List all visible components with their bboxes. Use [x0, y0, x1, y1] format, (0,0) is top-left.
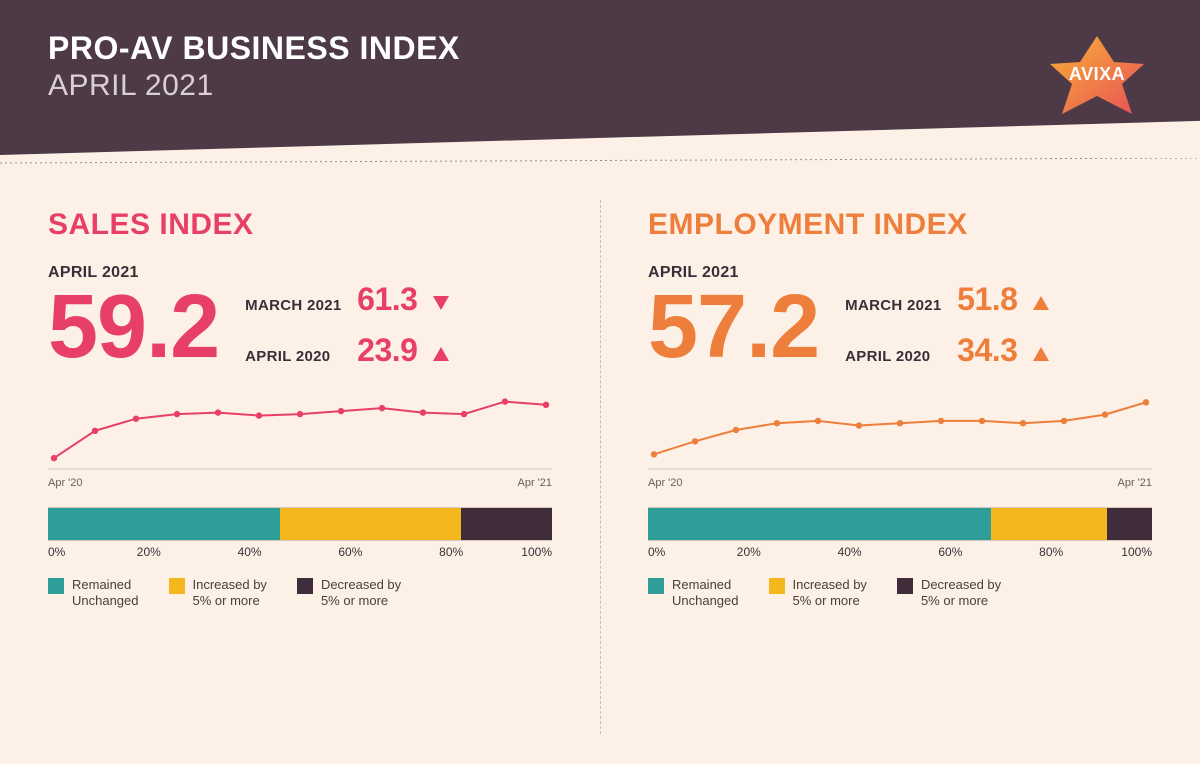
tick: 80%: [1039, 545, 1063, 559]
sales-stack-ticks: 0% 20% 40% 60% 80% 100%: [48, 545, 552, 563]
trend-up-icon: [1033, 347, 1049, 366]
legend-label: Increased by5% or more: [793, 577, 867, 610]
employment-compare-0: MARCH 2021 51.8: [845, 281, 1049, 318]
tick: 40%: [238, 545, 262, 559]
compare-label: MARCH 2021: [845, 297, 945, 314]
employment-spark-axis: Apr '20 Apr '21: [648, 477, 1152, 489]
legend-item-2: Decreased by5% or more: [297, 577, 401, 610]
content-area: SALES INDEX APRIL 2021 59.2 MARCH 2021 6…: [0, 200, 1200, 764]
employment-legend: RemainedUnchanged Increased by5% or more…: [648, 577, 1152, 610]
employment-title: EMPLOYMENT INDEX: [648, 208, 1152, 242]
axis-end: Apr '21: [517, 477, 552, 489]
page-subtitle: APRIL 2021: [48, 69, 460, 103]
employment-segment-2: [1107, 508, 1152, 540]
sparkline: [648, 390, 1152, 470]
legend-label: Decreased by5% or more: [921, 577, 1001, 610]
legend-swatch: [769, 578, 785, 594]
tick: 100%: [521, 545, 552, 559]
tick: 100%: [1121, 545, 1152, 559]
tick: 40%: [838, 545, 862, 559]
sales-stacked-bar: [48, 507, 552, 541]
panel-employment: EMPLOYMENT INDEX APRIL 2021 57.2 MARCH 2…: [600, 200, 1200, 764]
compare-label: APRIL 2020: [245, 348, 345, 365]
trend-up-icon: [1033, 296, 1049, 315]
legend-label: RemainedUnchanged: [72, 577, 139, 610]
legend-swatch: [648, 578, 664, 594]
employment-stacked-bar: [648, 507, 1152, 541]
logo-text: AVIXA: [1069, 64, 1125, 84]
legend-label: RemainedUnchanged: [672, 577, 739, 610]
tick: 60%: [338, 545, 362, 559]
sales-segment-2: [461, 508, 552, 540]
legend-item-0: RemainedUnchanged: [648, 577, 739, 610]
employment-headline-row: APRIL 2021 57.2 MARCH 2021 51.8 APRIL 20…: [648, 264, 1152, 372]
trend-down-icon: [433, 296, 449, 315]
trend-up-icon: [433, 347, 449, 366]
tick: 20%: [737, 545, 761, 559]
axis-start: Apr '20: [648, 477, 683, 489]
employment-current-value: 57.2: [648, 282, 819, 372]
sales-current-value: 59.2: [48, 282, 219, 372]
compare-value: 23.9: [357, 332, 417, 369]
tick: 60%: [938, 545, 962, 559]
compare-value: 61.3: [357, 281, 417, 318]
sales-compare-1: APRIL 2020 23.9: [245, 332, 449, 369]
legend-item-1: Increased by5% or more: [769, 577, 867, 610]
dotted-divider: [0, 158, 1200, 198]
tick: 80%: [439, 545, 463, 559]
sales-headline-row: APRIL 2021 59.2 MARCH 2021 61.3 APRIL 20…: [48, 264, 552, 372]
legend-item-2: Decreased by5% or more: [897, 577, 1001, 610]
page-title: PRO-AV BUSINESS INDEX: [48, 30, 460, 67]
panel-sales: SALES INDEX APRIL 2021 59.2 MARCH 2021 6…: [0, 200, 600, 764]
tick: 20%: [137, 545, 161, 559]
compare-label: APRIL 2020: [845, 348, 945, 365]
sales-segment-0: [48, 508, 280, 540]
legend-swatch: [897, 578, 913, 594]
employment-sparkline-wrap: [648, 390, 1152, 475]
sales-segment-1: [280, 508, 461, 540]
sales-compare-0: MARCH 2021 61.3: [245, 281, 449, 318]
compare-value: 51.8: [957, 281, 1017, 318]
tick: 0%: [48, 545, 65, 559]
employment-segment-1: [991, 508, 1107, 540]
sales-compare-col: MARCH 2021 61.3 APRIL 2020 23.9: [245, 281, 449, 369]
employment-stack-ticks: 0% 20% 40% 60% 80% 100%: [648, 545, 1152, 563]
tick: 0%: [648, 545, 665, 559]
sparkline: [48, 390, 552, 470]
axis-start: Apr '20: [48, 477, 83, 489]
legend-swatch: [169, 578, 185, 594]
infographic-card: PRO-AV BUSINESS INDEX APRIL 2021 AVIXA: [0, 0, 1200, 764]
legend-label: Increased by5% or more: [193, 577, 267, 610]
header: PRO-AV BUSINESS INDEX APRIL 2021 AVIXA: [0, 0, 1200, 155]
legend-item-1: Increased by5% or more: [169, 577, 267, 610]
sales-title: SALES INDEX: [48, 208, 552, 242]
avixa-logo: AVIXA: [1042, 34, 1152, 121]
title-block: PRO-AV BUSINESS INDEX APRIL 2021: [48, 30, 460, 103]
sales-legend: RemainedUnchanged Increased by5% or more…: [48, 577, 552, 610]
legend-swatch: [297, 578, 313, 594]
legend-label: Decreased by5% or more: [321, 577, 401, 610]
compare-value: 34.3: [957, 332, 1017, 369]
sales-sparkline-wrap: [48, 390, 552, 475]
compare-label: MARCH 2021: [245, 297, 345, 314]
axis-end: Apr '21: [1117, 477, 1152, 489]
legend-item-0: RemainedUnchanged: [48, 577, 139, 610]
employment-compare-col: MARCH 2021 51.8 APRIL 2020 34.3: [845, 281, 1049, 369]
employment-segment-0: [648, 508, 991, 540]
legend-swatch: [48, 578, 64, 594]
sales-spark-axis: Apr '20 Apr '21: [48, 477, 552, 489]
employment-compare-1: APRIL 2020 34.3: [845, 332, 1049, 369]
